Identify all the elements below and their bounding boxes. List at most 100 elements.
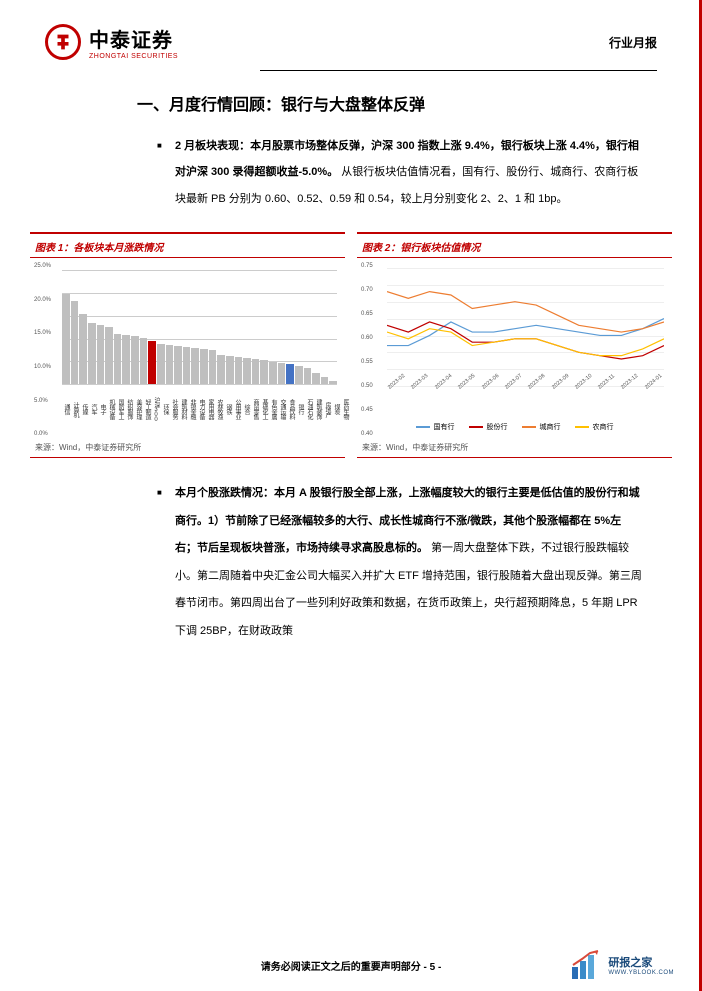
logo-text-cn: 中泰证券: [89, 24, 178, 53]
bar: [62, 294, 70, 384]
bar: [235, 357, 243, 384]
bar: [200, 349, 208, 385]
bar: [243, 358, 251, 384]
legend-label: 农商行: [593, 422, 614, 432]
line-ylabel: 0.55: [361, 359, 373, 365]
bar: [71, 301, 79, 384]
bar-xlabel: 纺织服饰: [125, 386, 134, 432]
line-series: [387, 329, 664, 356]
legend-swatch: [522, 426, 536, 428]
bar-ylabel: 10.0%: [34, 364, 51, 370]
bar-xlabel: 有色金属: [269, 386, 278, 432]
bar-xlabel: 电子: [98, 386, 107, 432]
bar-xlabel: 家用电器: [206, 386, 215, 432]
watermark-en: WWW.YBLOOK.COM: [608, 970, 674, 976]
line-ylabel: 0.45: [361, 407, 373, 413]
bar-ylabel: 5.0%: [34, 398, 48, 404]
para2-text: 第一周大盘整体下跌，不过银行股跌幅较小。第二周随着中央汇金公司大幅买入并扩大 E…: [175, 542, 642, 637]
bar: [183, 347, 191, 384]
bar: [304, 368, 312, 384]
bar-xlabel: 社会服务: [170, 386, 179, 432]
bar-xlabel: 银行: [296, 386, 305, 432]
bar: [114, 334, 122, 384]
legend-label: 国有行: [434, 422, 455, 432]
line-ylabel: 0.65: [361, 311, 373, 317]
legend-item: 城商行: [522, 422, 561, 432]
watermark-icon: [570, 949, 602, 981]
bar-xlabel: 医药生物: [341, 386, 350, 432]
bar: [174, 346, 182, 384]
bar-xlabel: 传媒: [80, 386, 89, 432]
bar-xlabel: 建筑材料: [179, 386, 188, 432]
bar-xlabel: 电力设备: [197, 386, 206, 432]
bar: [166, 345, 174, 384]
legend-swatch: [469, 426, 483, 428]
bar: [157, 344, 165, 384]
legend-label: 股份行: [487, 422, 508, 432]
bar-xlabel: 公用事业: [233, 386, 242, 432]
bar-xlabel: 交通运输: [278, 386, 287, 432]
bar: [105, 327, 113, 384]
bar-xlabel: 煤炭: [332, 386, 341, 432]
bar-xlabel: 石油石化: [305, 386, 314, 432]
bar-xlabel: 非银金融: [188, 386, 197, 432]
bar: [79, 314, 87, 385]
chart-1: 图表 1：各板块本月涨跌情况 通信计算机传媒汽车电子机械设备国防军工纺织服饰美容…: [30, 232, 345, 458]
bar: [260, 360, 268, 384]
bar: [97, 325, 105, 384]
bar-ylabel: 15.0%: [34, 330, 51, 336]
chart-2-source: 来源：Wind，中泰证券研究所: [357, 438, 672, 457]
bar-xlabel: 商贸零售: [251, 386, 260, 432]
bar: [286, 364, 294, 384]
bar-xlabel: 综合: [242, 386, 251, 432]
bar: [122, 335, 130, 384]
doc-type: 行业月报: [609, 34, 657, 51]
charts-row: 图表 1：各板块本月涨跌情况 通信计算机传媒汽车电子机械设备国防军工纺织服饰美容…: [0, 222, 702, 464]
bar: [191, 348, 199, 384]
bar-ylabel: 25.0%: [34, 263, 51, 269]
bar: [88, 323, 96, 385]
paragraph-2: 本月个股涨跌情况：本月 A 股银行股全部上涨，上涨幅度较大的银行主要是低估值的股…: [0, 464, 702, 645]
header: 中泰证券 ZHONGTAI SECURITIES 行业月报: [0, 0, 702, 70]
line-series: [387, 292, 664, 332]
bar-xlabel: 环保: [161, 386, 170, 432]
chart-1-canvas: 通信计算机传媒汽车电子机械设备国防军工纺织服饰美容护理轻工制造沪深300环保社会…: [34, 266, 341, 434]
line-ylabel: 0.60: [361, 335, 373, 341]
chart-2: 图表 2：银行板块估值情况 2023-022023-032023-042023-…: [357, 232, 672, 458]
legend-label: 城商行: [540, 422, 561, 432]
logo: 中泰证券 ZHONGTAI SECURITIES: [45, 24, 178, 60]
legend-item: 国有行: [416, 422, 455, 432]
bar: [295, 366, 303, 384]
header-rule: [260, 70, 657, 71]
bar-xlabel: 计算机: [71, 386, 80, 432]
bar: [321, 377, 329, 384]
footer-text: 请务必阅读正文之后的重要声明部分: [261, 962, 421, 973]
bar-ylabel: 0.0%: [34, 431, 48, 437]
page-number: - 5 -: [424, 962, 442, 973]
watermark-cn: 研报之家: [608, 954, 674, 970]
bar-ylabel: 20.0%: [34, 297, 51, 303]
bar-xlabel: 通信: [62, 386, 71, 432]
bar: [269, 362, 277, 384]
bar-xlabel: 基础化工: [260, 386, 269, 432]
bar-xlabel: 国防军工: [116, 386, 125, 432]
paragraph-1: 2 月板块表现：本月股票市场整体反弹，沪深 300 指数上涨 9.4%，银行板块…: [0, 133, 702, 212]
legend-swatch: [416, 426, 430, 428]
bar: [278, 363, 286, 384]
chart-1-title: 图表 1：各板块本月涨跌情况: [30, 234, 345, 258]
line-ylabel: 0.70: [361, 287, 373, 293]
line-ylabel: 0.75: [361, 263, 373, 269]
bar-xlabel: 轻工制造: [143, 386, 152, 432]
bar: [140, 338, 148, 385]
chart-1-source: 来源：Wind，中泰证券研究所: [30, 438, 345, 457]
bar: [209, 350, 217, 384]
section-title: 一、月度行情回顾：银行与大盘整体反弹: [0, 91, 702, 115]
line-ylabel: 0.40: [361, 431, 373, 437]
bar: [148, 341, 156, 384]
logo-text-en: ZHONGTAI SECURITIES: [89, 53, 178, 60]
legend-swatch: [575, 426, 589, 428]
bar: [312, 373, 320, 384]
legend-item: 农商行: [575, 422, 614, 432]
bar-xlabel: 钢铁: [224, 386, 233, 432]
bar: [217, 355, 225, 385]
